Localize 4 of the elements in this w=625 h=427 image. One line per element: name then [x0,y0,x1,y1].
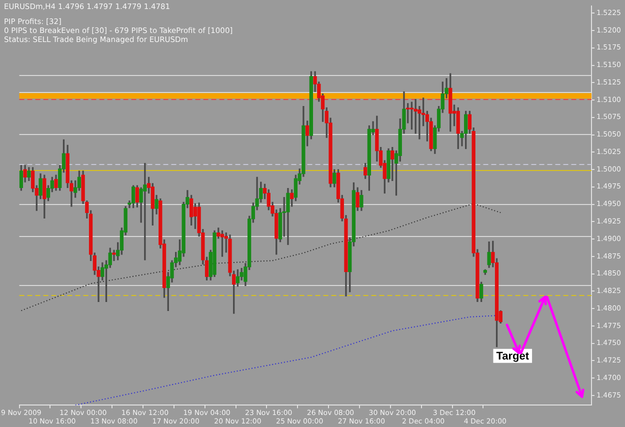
candlestick [143,162,147,260]
line-series [20,203,502,312]
candlestick [112,250,116,261]
line-series [74,315,498,406]
